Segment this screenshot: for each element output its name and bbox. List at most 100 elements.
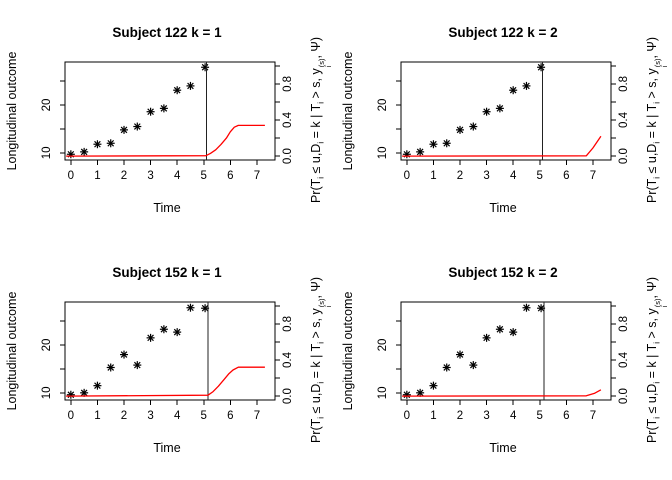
probability-curve xyxy=(402,135,602,157)
marker-stroke xyxy=(201,304,209,312)
right-label-supsub: (s) i xyxy=(653,59,669,68)
marker-stroke xyxy=(469,123,477,130)
right-label-text: > s, y xyxy=(645,308,659,342)
data-point-marker xyxy=(469,361,478,370)
right-label-text: = k | T xyxy=(309,343,323,382)
panel-subject-122-k-1: Subject 122 k = 1 0 1 2 3 4 5 6 7 Time 10 20 Longitu… xyxy=(0,0,336,240)
right-label-subscript: i xyxy=(652,342,662,344)
marker-stroke xyxy=(483,108,490,116)
marker-stroke xyxy=(173,86,181,94)
x-tick-label: 1 xyxy=(430,170,436,182)
x-tick-label: 0 xyxy=(68,410,74,422)
data-point-marker xyxy=(469,122,478,131)
y-right-tick-label: 0.8 xyxy=(282,76,294,92)
y-right-tick-label: 0.0 xyxy=(618,148,630,164)
x-tick-label: 5 xyxy=(537,170,543,182)
y-left-axis-title: Longitudinal outcome xyxy=(5,52,19,171)
marker-stroke xyxy=(430,140,437,148)
right-label-subscript: i xyxy=(652,176,662,179)
y-right-tick-label: 0.4 xyxy=(618,351,630,368)
right-label-text: , Ψ) xyxy=(309,276,323,299)
marker-stroke xyxy=(147,108,154,116)
x-tick-label: 4 xyxy=(174,410,181,422)
data-point-marker xyxy=(159,325,168,334)
data-point-marker xyxy=(93,381,102,390)
marker-stroke xyxy=(443,364,451,371)
probability-curve xyxy=(66,366,265,397)
x-tick-label: 1 xyxy=(94,410,100,422)
x-axis-title: Time xyxy=(489,201,516,215)
plot-box xyxy=(400,301,612,401)
x-tick-label: 6 xyxy=(227,170,233,182)
y-right-axis-title: Pr(Ti ≤ u,Di = k | Ti > s, y (s) i, Ψ) xyxy=(644,240,669,480)
right-label-text: > s, y xyxy=(645,68,659,102)
data-point-marker xyxy=(442,139,451,148)
right-label-subscript: i xyxy=(316,176,326,179)
plot-box xyxy=(64,301,276,401)
x-tick-label: 7 xyxy=(590,410,596,422)
right-label-text: Pr(T xyxy=(645,178,659,204)
marker-stroke xyxy=(80,148,88,156)
marker-stroke xyxy=(443,139,451,147)
x-tick-label: 2 xyxy=(457,170,463,182)
data-point-marker xyxy=(133,122,142,131)
y-left-tick-label: 20 xyxy=(41,339,53,352)
y-left-tick-label: 20 xyxy=(377,339,389,352)
x-tick-label: 6 xyxy=(227,410,233,422)
right-label-text: ≤ u,D xyxy=(309,383,323,417)
marker-stroke xyxy=(160,325,168,333)
right-label-text: = k | T xyxy=(645,343,659,382)
right-label-subscript: i xyxy=(652,102,662,104)
y-left-axis-title: Longitudinal outcome xyxy=(341,52,355,171)
data-point-marker xyxy=(416,147,425,156)
chart-svg: Subject 152 k = 1 0 1 2 3 4 5 6 7 Time 10 20 Longitu… xyxy=(5,265,294,455)
right-label-text: > s, y xyxy=(309,308,323,342)
y-right-axis-title: Pr(Ti ≤ u,Di = k | Ti > s, y (s) i, Ψ) xyxy=(308,240,333,480)
x-tick-label: 2 xyxy=(121,170,127,182)
x-tick-label: 7 xyxy=(254,410,260,422)
data-point-marker xyxy=(537,63,546,72)
data-point-marker xyxy=(133,361,142,370)
data-point-marker xyxy=(495,104,504,113)
x-tick-label: 0 xyxy=(404,410,410,422)
right-label-text: , Ψ) xyxy=(645,276,659,299)
right-label-text: Pr(T xyxy=(309,178,323,204)
y-right-axis-title: Pr(Ti ≤ u,Di = k | Ti > s, y (s) i, Ψ) xyxy=(644,0,669,240)
y-right-tick-label: 0.0 xyxy=(618,388,630,404)
marker-stroke xyxy=(173,328,181,336)
x-tick-label: 3 xyxy=(483,170,489,182)
panel-subject-122-k-2: Subject 122 k = 2 0 1 2 3 4 5 6 7 Time 10 20 Longitu… xyxy=(336,0,672,240)
data-point-marker xyxy=(201,304,210,313)
right-label-subscript: i xyxy=(324,65,334,68)
right-label-text: > s, y xyxy=(309,68,323,102)
data-point-marker xyxy=(66,150,75,159)
data-points xyxy=(402,63,546,159)
data-point-marker xyxy=(66,390,75,399)
x-tick-label: 4 xyxy=(510,410,517,422)
panel-subject-152-k-2: Subject 152 k = 2 0 1 2 3 4 5 6 7 Time 10 20 Longitu… xyxy=(336,240,672,480)
marker-stroke xyxy=(133,123,141,130)
x-axis-title: Time xyxy=(153,441,180,455)
data-point-marker xyxy=(146,333,155,342)
y-right-tick-label: 0.4 xyxy=(282,111,294,128)
y-right-tick-label: 0.0 xyxy=(282,388,294,404)
right-label-supsub: (s) i xyxy=(317,299,333,308)
right-label-text: ≤ u,D xyxy=(645,143,659,177)
right-label-subscript: i xyxy=(652,141,662,144)
data-point-marker xyxy=(80,147,89,156)
data-point-marker xyxy=(456,350,465,359)
marker-stroke xyxy=(94,382,101,389)
marker-stroke xyxy=(469,361,477,369)
x-tick-label: 2 xyxy=(121,410,127,422)
x-axis-title: Time xyxy=(153,201,180,215)
y-left-axis-title: Longitudinal outcome xyxy=(5,292,19,411)
marker-stroke xyxy=(496,325,504,333)
marker-stroke xyxy=(80,389,88,397)
x-tick-label: 0 xyxy=(404,170,410,182)
data-point-marker xyxy=(173,86,182,95)
x-tick-label: 2 xyxy=(457,410,463,422)
x-tick-label: 6 xyxy=(563,410,569,422)
data-point-marker xyxy=(186,81,195,90)
marker-stroke xyxy=(160,105,168,112)
data-point-marker xyxy=(173,328,182,337)
